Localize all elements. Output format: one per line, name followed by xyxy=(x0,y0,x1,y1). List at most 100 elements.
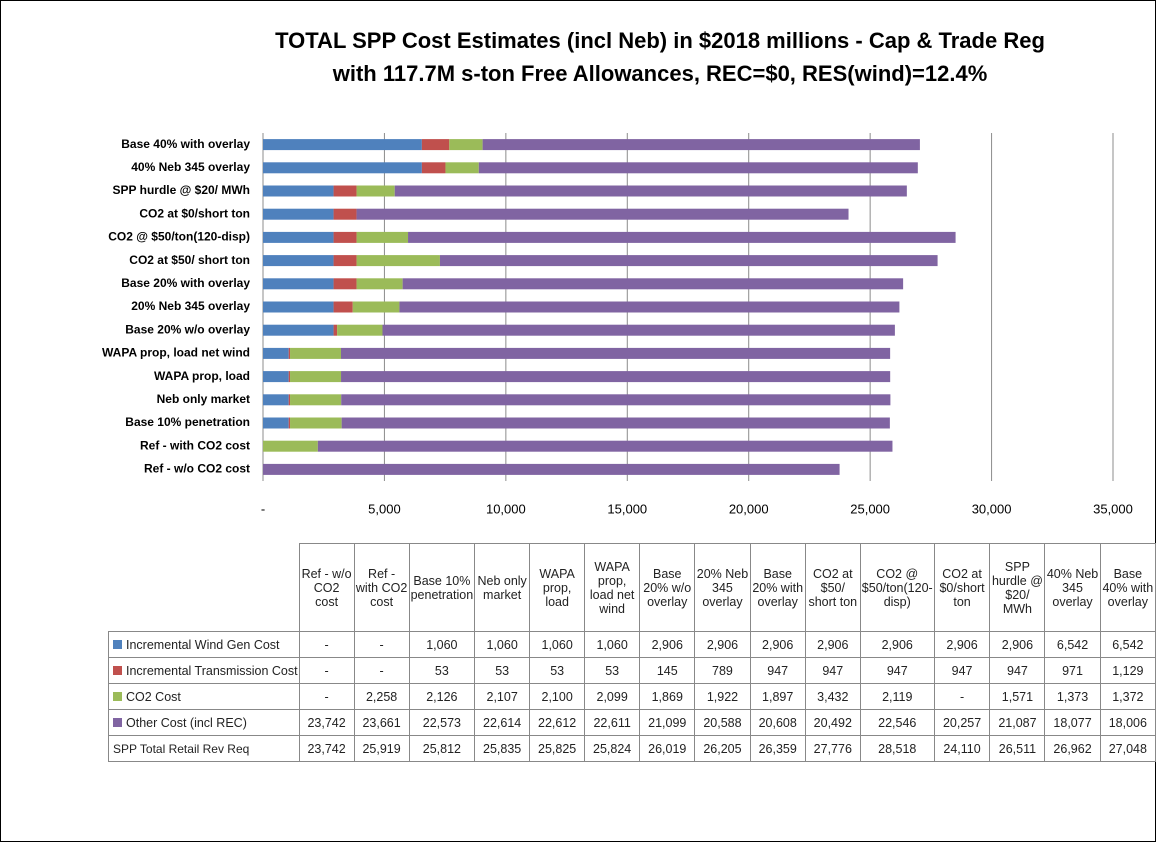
value-cell: 23,661 xyxy=(353,709,410,736)
value-cell: 947 xyxy=(859,657,935,684)
total-cell: 23,742 xyxy=(298,735,355,762)
bar-segment xyxy=(290,394,342,406)
value-cell: 20,608 xyxy=(749,709,806,736)
value-cell: 22,614 xyxy=(474,709,531,736)
bar-segment xyxy=(290,417,342,429)
legend-cell: Incremental Transmission Cost xyxy=(108,657,300,684)
bar-segment xyxy=(382,324,895,336)
corner-cell xyxy=(108,543,300,632)
legend-cell: Other Cost (incl REC) xyxy=(108,709,300,736)
value-cell: 145 xyxy=(639,657,696,684)
value-cell: 22,611 xyxy=(584,709,641,736)
value-cell: 2,258 xyxy=(353,683,410,710)
value-cell: 1,869 xyxy=(639,683,696,710)
chart-title: with 117.7M s-ton Free Allowances, REC=$… xyxy=(332,61,988,86)
bar-segment xyxy=(482,139,920,151)
value-cell: 2,126 xyxy=(408,683,476,710)
legend-cell: CO2 Cost xyxy=(108,683,300,710)
y-tick-label: WAPA prop, load net wind xyxy=(102,346,250,360)
legend-label: Incremental Transmission Cost xyxy=(126,663,298,678)
value-cell: 18,006 xyxy=(1099,709,1156,736)
bar-segment xyxy=(263,324,334,336)
value-cell: 971 xyxy=(1044,657,1101,684)
total-cell: 24,110 xyxy=(933,735,991,762)
bar-segment xyxy=(356,208,849,220)
bar-segment xyxy=(439,255,938,267)
value-cell: 2,906 xyxy=(989,631,1046,658)
bar-segment xyxy=(478,162,918,174)
value-cell: 1,897 xyxy=(749,683,806,710)
legend-cell: Incremental Wind Gen Cost xyxy=(108,631,300,658)
total-cell: 25,825 xyxy=(529,735,586,762)
value-cell: 21,087 xyxy=(989,709,1046,736)
x-tick-label: 10,000 xyxy=(486,501,526,516)
legend-swatch xyxy=(113,717,122,727)
bar-segment xyxy=(421,139,450,151)
value-cell: 53 xyxy=(529,657,586,684)
y-tick-label: CO2 at $0/short ton xyxy=(139,206,250,220)
data-row: Incremental Transmission Cost - -53 53 53 53 1… xyxy=(108,657,1156,684)
x-tick-label: 5,000 xyxy=(368,501,401,516)
column-header: WAPA prop, load net wind xyxy=(584,543,641,632)
bar-segment xyxy=(263,162,422,174)
legend-label: Incremental Wind Gen Cost xyxy=(126,637,280,652)
bar-segment xyxy=(356,231,409,243)
legend-label: Other Cost (incl REC) xyxy=(126,715,247,730)
column-header: Neb only market xyxy=(474,543,531,632)
value-cell: 20,257 xyxy=(933,709,991,736)
total-cell: 26,962 xyxy=(1044,735,1101,762)
bar-segment xyxy=(341,371,891,383)
value-cell: - xyxy=(353,657,410,684)
value-cell: 947 xyxy=(989,657,1046,684)
value-cell: - xyxy=(298,683,355,710)
total-cell: 26,511 xyxy=(989,735,1046,762)
bar-segment xyxy=(402,278,904,290)
total-cell: 25,919 xyxy=(353,735,410,762)
total-cell: 27,776 xyxy=(804,735,861,762)
y-tick-label: Base 20% w/o overlay xyxy=(125,322,250,336)
value-cell: 1,129 xyxy=(1099,657,1156,684)
bar-segment xyxy=(288,371,291,383)
value-cell: 2,906 xyxy=(859,631,935,658)
value-cell: 6,542 xyxy=(1044,631,1101,658)
y-tick-label: 20% Neb 345 overlay xyxy=(131,299,250,313)
bar-segment xyxy=(263,255,334,267)
total-cell: 26,359 xyxy=(749,735,806,762)
bar-segment xyxy=(263,371,289,383)
value-cell: 1,060 xyxy=(408,631,476,658)
value-cell: 947 xyxy=(749,657,806,684)
y-tick-label: Ref - with CO2 cost xyxy=(140,438,250,452)
bar-segment xyxy=(333,255,357,267)
legend-swatch xyxy=(113,665,122,675)
value-cell: 2,906 xyxy=(933,631,991,658)
bar-segment xyxy=(352,301,400,313)
bar-segment xyxy=(288,417,291,429)
value-cell: 2,119 xyxy=(859,683,935,710)
x-tick-label: 30,000 xyxy=(972,501,1012,516)
total-cell: 26,205 xyxy=(694,735,751,762)
value-cell: 2,107 xyxy=(474,683,531,710)
x-tick-label: 25,000 xyxy=(850,501,890,516)
bar-segment xyxy=(356,185,395,197)
bar-segment xyxy=(356,278,403,290)
bar-segment xyxy=(337,324,383,336)
column-header: 40% Neb 345 overlay xyxy=(1044,543,1101,632)
value-cell: 947 xyxy=(804,657,861,684)
value-cell: 947 xyxy=(933,657,991,684)
value-cell: 23,742 xyxy=(298,709,355,736)
value-cell: 3,432 xyxy=(804,683,861,710)
bar-segment xyxy=(263,301,334,313)
value-cell: - xyxy=(298,657,355,684)
bar-segment xyxy=(263,231,334,243)
y-tick-label: 40% Neb 345 overlay xyxy=(131,160,250,174)
value-cell: 789 xyxy=(694,657,751,684)
bar-segment xyxy=(263,463,840,475)
bar-segment xyxy=(288,347,291,359)
column-header: CO2 at $50/ short ton xyxy=(804,543,861,632)
column-header: 20% Neb 345 overlay xyxy=(694,543,751,632)
value-cell: 1,060 xyxy=(529,631,586,658)
bar-segment xyxy=(263,139,422,151)
data-row: Other Cost (incl REC) 23,742 23,661 22,573 2… xyxy=(108,709,1156,736)
x-tick-label: 15,000 xyxy=(607,501,647,516)
